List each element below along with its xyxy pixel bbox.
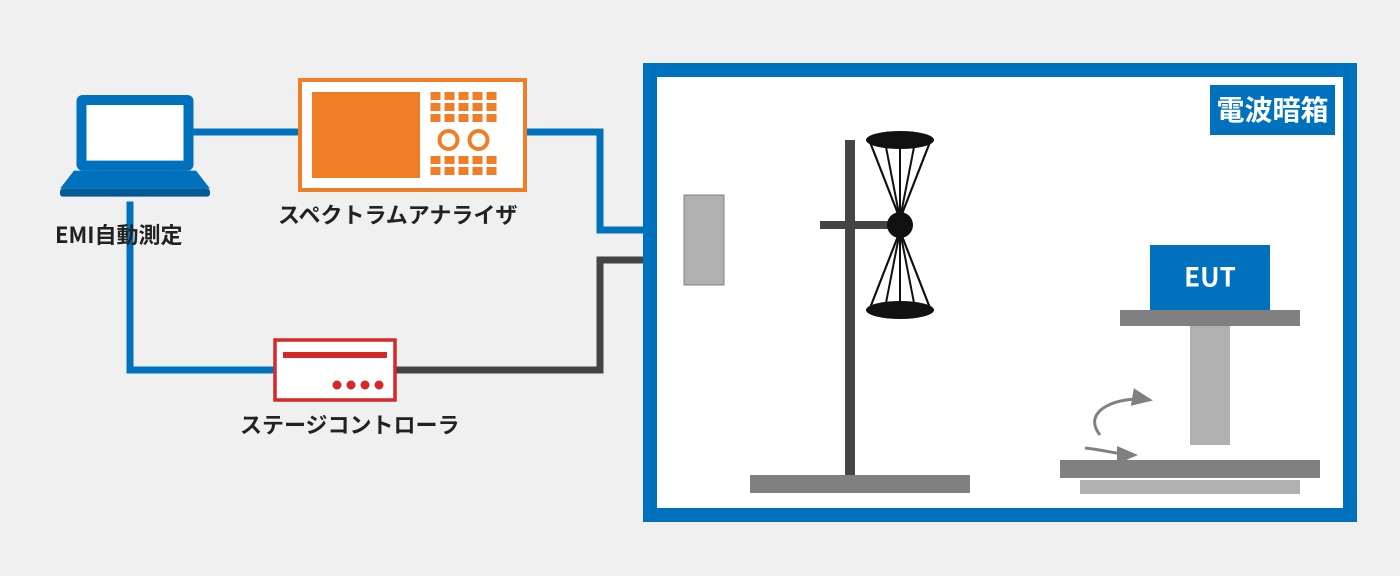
analyzer-label: スペクトラムアナライザ <box>278 198 517 230</box>
svg-text:EUT: EUT <box>1184 258 1236 295</box>
laptop-label: EMI自動測定 <box>55 218 183 250</box>
diagram-svg: 電波暗箱 EUT <box>0 0 1400 576</box>
controller-label: ステージコントローラ <box>240 408 460 440</box>
diagram-canvas: 電波暗箱 EUT EMI自動測定 スペクトラムアナライザ ステージコントローラ <box>0 0 1400 576</box>
svg-text:電波暗箱: 電波暗箱 <box>1216 89 1328 129</box>
